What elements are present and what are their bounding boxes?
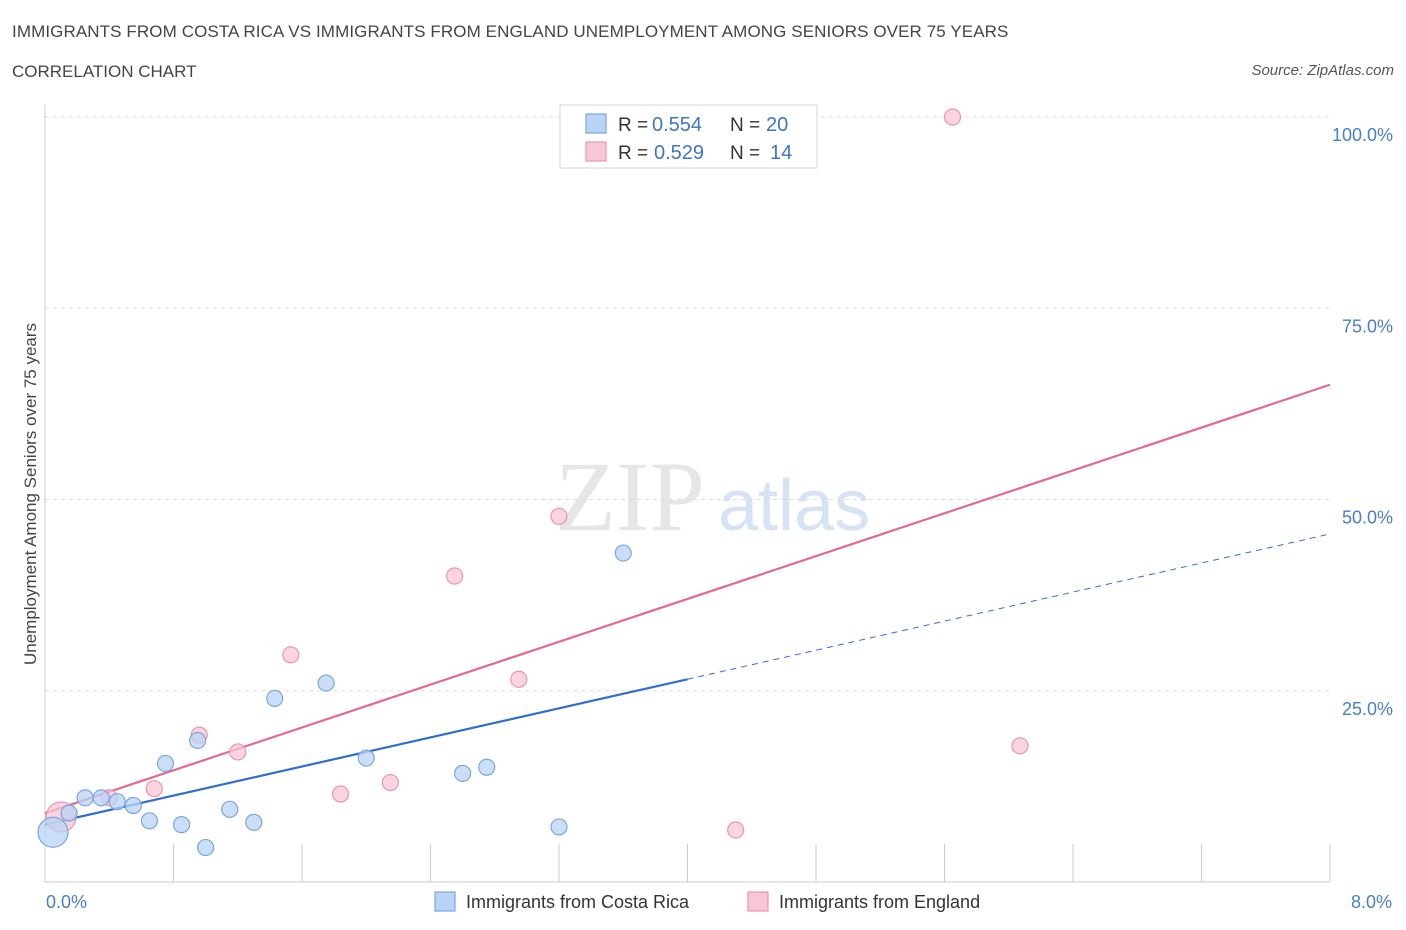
y-tick-label-3: 100.0% bbox=[1332, 125, 1393, 145]
point-costa-rica-18 bbox=[550, 818, 568, 836]
legend-n-label-costa-rica: N = bbox=[730, 115, 760, 136]
legend-swatch-england bbox=[585, 141, 607, 162]
x-tick-label-min: 0.0% bbox=[46, 892, 87, 912]
legend-swatch-costa-rica bbox=[585, 113, 607, 134]
point-costa-rica-16 bbox=[454, 764, 472, 782]
legend-r-value-costa-rica: 0.554 bbox=[652, 114, 702, 136]
point-england-12 bbox=[943, 108, 962, 126]
legend-n-value-england: 14 bbox=[770, 142, 792, 164]
point-costa-rica-2 bbox=[76, 789, 94, 807]
watermark-zip: ZIP bbox=[555, 441, 705, 552]
source-label: Source: ZipAtlas.com bbox=[1251, 62, 1394, 79]
point-england-13 bbox=[1011, 737, 1029, 755]
watermark-atlas: atlas bbox=[718, 466, 870, 546]
point-costa-rica-19 bbox=[614, 544, 632, 562]
bottom-legend-label-costa-rica: Immigrants from Costa Rica bbox=[466, 892, 690, 912]
trend-line-england bbox=[44, 383, 1331, 815]
point-costa-rica-9 bbox=[188, 731, 207, 750]
point-costa-rica-7 bbox=[156, 754, 175, 773]
chart-title: IMMIGRANTS FROM COSTA RICA VS IMMIGRANTS… bbox=[12, 22, 1009, 41]
y-tick-label-0: 25.0% bbox=[1342, 699, 1393, 719]
bottom-legend: Immigrants from Costa Rica Immigrants fr… bbox=[434, 891, 980, 912]
chart-subtitle: CORRELATION CHART bbox=[12, 62, 197, 81]
point-costa-rica-3 bbox=[92, 789, 110, 807]
axes bbox=[44, 105, 1331, 883]
point-england-9 bbox=[510, 670, 528, 688]
legend-r-value-england: 0.529 bbox=[654, 142, 704, 164]
legend-r-label-england: R = bbox=[618, 143, 648, 164]
bottom-legend-swatch-england bbox=[747, 891, 769, 912]
x-tick-label-max: 8.0% bbox=[1351, 892, 1392, 912]
legend-n-label-england: N = bbox=[730, 143, 760, 164]
point-costa-rica-8 bbox=[172, 816, 191, 834]
point-england-4 bbox=[229, 743, 247, 761]
point-costa-rica-15 bbox=[357, 749, 375, 767]
point-england-2 bbox=[145, 780, 163, 798]
correlation-legend: R = 0.554 N = 20 R = 0.529 N = 14 bbox=[559, 104, 818, 169]
point-england-7 bbox=[381, 773, 399, 792]
point-england-6 bbox=[331, 785, 350, 803]
point-costa-rica-5 bbox=[124, 796, 142, 815]
trend-line-costa-rica-extension bbox=[687, 533, 1331, 680]
bottom-legend-swatch-costa-rica bbox=[434, 891, 456, 912]
data-points bbox=[37, 108, 1029, 857]
legend-r-label-costa-rica: R = bbox=[618, 115, 648, 136]
point-england-11 bbox=[727, 821, 745, 839]
legend-n-value-costa-rica: 20 bbox=[766, 114, 788, 136]
point-costa-rica-0 bbox=[37, 816, 69, 848]
point-costa-rica-4 bbox=[108, 793, 126, 811]
point-costa-rica-1 bbox=[60, 804, 78, 822]
point-costa-rica-12 bbox=[245, 813, 263, 831]
point-england-8 bbox=[445, 567, 464, 585]
y-tick-label-2: 75.0% bbox=[1342, 316, 1393, 336]
point-costa-rica-17 bbox=[478, 758, 496, 776]
point-england-5 bbox=[282, 646, 300, 664]
grid-lines bbox=[45, 116, 1330, 692]
y-tick-labels: 25.0% 50.0% 75.0% 100.0% bbox=[1332, 125, 1393, 719]
bottom-legend-label-england: Immigrants from England bbox=[779, 892, 980, 912]
point-costa-rica-11 bbox=[221, 800, 239, 818]
point-costa-rica-14 bbox=[317, 674, 335, 692]
y-tick-label-1: 50.0% bbox=[1342, 508, 1393, 528]
point-costa-rica-13 bbox=[266, 689, 284, 708]
point-costa-rica-10 bbox=[197, 838, 215, 857]
point-costa-rica-6 bbox=[140, 812, 159, 830]
point-england-10 bbox=[550, 507, 568, 525]
y-axis-title: Unemployment Among Seniors over 75 years bbox=[21, 323, 40, 665]
